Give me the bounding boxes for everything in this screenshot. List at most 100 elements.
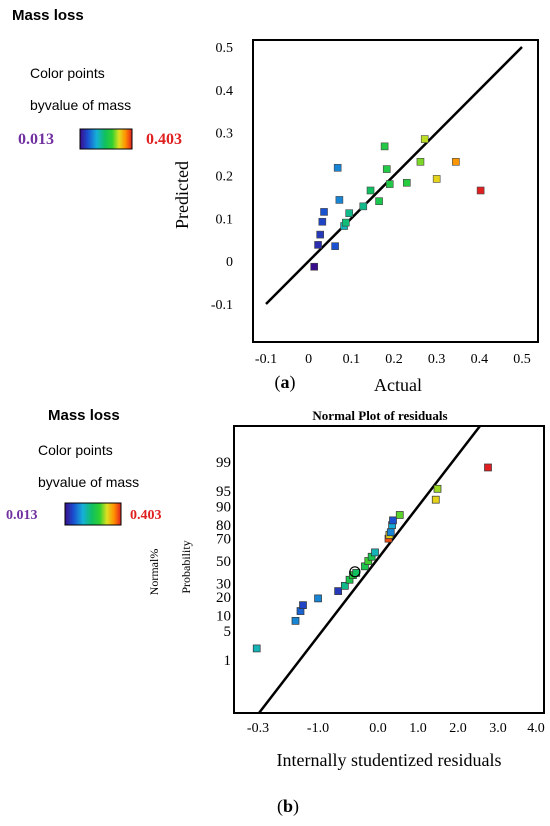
legend-a-min: 0.013 bbox=[18, 131, 54, 148]
chart-a-point bbox=[382, 165, 391, 173]
chart-b-ylabel-right: Probability bbox=[179, 540, 193, 593]
chart-b-point bbox=[341, 581, 349, 590]
chart-a-ytick-label: 0.5 bbox=[216, 41, 234, 56]
chart-a-xtick-label: 0.5 bbox=[513, 352, 531, 367]
chart-a-ytick-label: 0.2 bbox=[216, 170, 234, 185]
chart-b-ytick-label: 99 bbox=[216, 455, 231, 471]
chart-a-xtick-label: 0.3 bbox=[428, 352, 446, 367]
chart-b-point bbox=[371, 548, 379, 557]
chart-a-xtick-label: 0 bbox=[305, 352, 312, 367]
chart-a-x-ticks: -0.1 0 0.1 0.2 0.3 0.4 0.5 bbox=[255, 352, 531, 367]
legend-b-line1: Color points bbox=[38, 442, 113, 458]
chart-b-ylabel-left: Normal% bbox=[147, 549, 161, 596]
legend-a-max: 0.403 bbox=[146, 131, 182, 148]
chart-b-point bbox=[252, 644, 261, 653]
chart-b-x-ticks: -0.3 -1.0 0.0 1.0 2.0 3.0 4.0 bbox=[247, 721, 545, 736]
chart-b-ytick-label: 30 bbox=[216, 576, 231, 592]
chart-a-point bbox=[316, 230, 324, 239]
chart-b-xlabel: Internally studentized residuals bbox=[277, 750, 502, 770]
chart-a-point bbox=[402, 178, 411, 187]
chart-b-reference-line bbox=[258, 425, 481, 714]
legend-a-line2: byvalue of mass bbox=[30, 97, 131, 113]
chart-a-ytick-label: 0 bbox=[226, 255, 233, 270]
chart-b-point bbox=[431, 495, 440, 504]
chart-a-point bbox=[452, 157, 460, 166]
chart-a-xtick-label: 0.4 bbox=[471, 352, 489, 367]
chart-b-xtick-label: 4.0 bbox=[527, 721, 545, 736]
chart-a-point bbox=[375, 197, 383, 205]
chart-b-point bbox=[433, 484, 442, 493]
chart-b-ytick-label: 1 bbox=[224, 653, 232, 669]
chart-b-point bbox=[299, 601, 307, 610]
legend-b-title: Mass loss bbox=[48, 407, 120, 424]
chart-b-ytick-label: 70 bbox=[216, 532, 231, 548]
chart-b-ytick-label: 95 bbox=[216, 484, 231, 500]
chart-b-point bbox=[349, 566, 361, 578]
chart-b-ytick-label: 20 bbox=[216, 590, 231, 606]
chart-b-ytick-label: 90 bbox=[216, 499, 231, 515]
legend-b-max: 0.403 bbox=[130, 508, 162, 523]
chart-a-point bbox=[476, 186, 485, 195]
chart-a-point bbox=[366, 186, 375, 195]
chart-b-points bbox=[252, 463, 492, 653]
chart-a-point bbox=[416, 157, 425, 166]
legend-b-min: 0.013 bbox=[6, 508, 38, 523]
legend-a-title: Mass loss bbox=[12, 7, 84, 24]
chart-b-point bbox=[386, 528, 395, 537]
chart-b-point bbox=[389, 516, 397, 525]
chart-b-xtick-label: 0.0 bbox=[369, 721, 387, 736]
legend-a: Mass loss Color points byvalue of mass 0… bbox=[12, 7, 182, 150]
chart-a-ytick-label: 0.3 bbox=[216, 127, 234, 142]
chart-a-point bbox=[310, 262, 319, 271]
chart-b-point bbox=[334, 587, 342, 595]
chart-a-y-ticks: -0.1 0 0.1 0.2 0.3 0.4 0.5 bbox=[211, 41, 233, 313]
chart-a-ytick-label: 0.1 bbox=[216, 212, 234, 227]
chart-a-point bbox=[359, 202, 368, 211]
chart-b-point bbox=[484, 463, 492, 472]
chart-a-point bbox=[320, 208, 328, 216]
chart-a-point bbox=[385, 180, 394, 188]
chart-a-points bbox=[310, 135, 485, 271]
chart-a-xlabel: Actual bbox=[374, 375, 422, 395]
chart-b-title: Normal Plot of residuals bbox=[312, 408, 447, 423]
legend-b: Mass loss Color points byvalue of mass 0… bbox=[6, 407, 162, 526]
caption-a: (a) bbox=[275, 372, 296, 393]
legend-b-colorbar bbox=[64, 502, 122, 526]
chart-b-point bbox=[291, 617, 300, 625]
chart-b-xtick-label: 3.0 bbox=[489, 721, 507, 736]
chart-b-ytick-label: 10 bbox=[216, 609, 231, 625]
chart-b-ytick-label: 50 bbox=[216, 554, 231, 570]
chart-a-xtick-label: 0.2 bbox=[385, 352, 403, 367]
chart-b-xtick-label: -0.3 bbox=[247, 721, 269, 736]
chart-a-xtick-label: -0.1 bbox=[255, 352, 277, 367]
chart-a-point bbox=[331, 242, 339, 250]
chart-a: -0.1 0 0.1 0.2 0.3 0.4 0.5 -0.1 0 0.1 0.2 0.3 0.4 0.… bbox=[172, 39, 539, 395]
chart-b-ytick-label: 80 bbox=[216, 518, 231, 534]
caption-b: (b) bbox=[277, 796, 299, 817]
chart-a-ylabel: Predicted bbox=[172, 161, 192, 229]
chart-b-point bbox=[314, 594, 322, 603]
chart-a-point bbox=[318, 217, 327, 226]
chart-a-point bbox=[335, 196, 344, 204]
chart-a-point bbox=[333, 163, 342, 172]
chart-a-point bbox=[420, 135, 429, 143]
chart-a-point bbox=[432, 175, 441, 183]
chart-a-frame bbox=[252, 39, 539, 343]
legend-a-line1: Color points bbox=[30, 65, 105, 81]
chart-b-xtick-label: -1.0 bbox=[307, 721, 329, 736]
chart-b-xtick-label: 1.0 bbox=[409, 721, 427, 736]
chart-a-point bbox=[380, 142, 389, 151]
legend-b-line2: byvalue of mass bbox=[38, 474, 139, 490]
legend-a-colorbar bbox=[79, 128, 133, 150]
chart-a-xtick-label: 0.1 bbox=[343, 352, 361, 367]
chart-b-ytick-label: 5 bbox=[224, 624, 232, 640]
chart-a-ytick-label: -0.1 bbox=[211, 298, 233, 313]
chart-b-xtick-label: 2.0 bbox=[449, 721, 467, 736]
chart-b-point bbox=[395, 511, 404, 519]
chart-a-reference-line bbox=[265, 46, 523, 305]
chart-a-point bbox=[345, 209, 354, 217]
chart-a-ytick-label: 0.4 bbox=[216, 84, 234, 99]
